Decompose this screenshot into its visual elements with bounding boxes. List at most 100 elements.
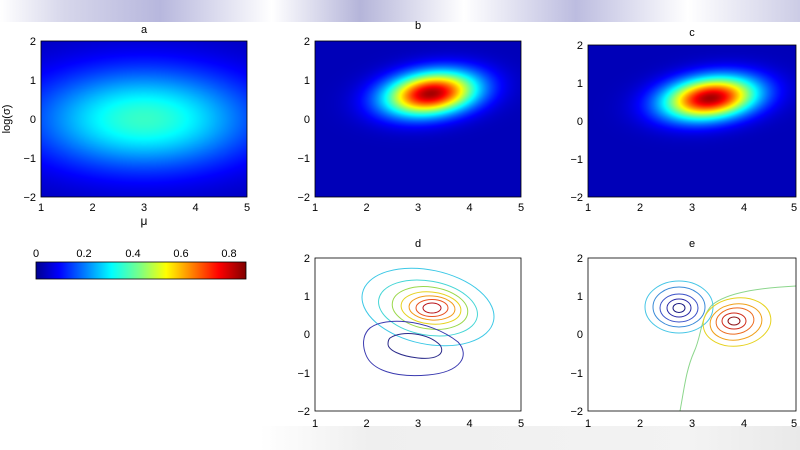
colorbar-tick-label: 0.8 (221, 248, 236, 260)
x-tick-label: 4 (192, 202, 198, 214)
contour-line (702, 297, 772, 347)
contour-line (672, 303, 686, 313)
top-decorative-band (0, 0, 800, 22)
y-tick-label: 2 (30, 36, 36, 48)
x-tick-label: 3 (141, 202, 147, 214)
x-tick-label: 5 (791, 418, 797, 430)
x-tick-label: 1 (312, 202, 318, 214)
x-tick-label: 2 (363, 418, 369, 430)
x-tick-label: 5 (244, 202, 250, 214)
y-tick-label: 0 (30, 114, 36, 126)
y-tick-label: 2 (577, 40, 583, 52)
contour-line (652, 286, 706, 328)
contour-line (391, 286, 469, 330)
y-tick-label: 1 (577, 291, 583, 303)
bottom-decorative-band (260, 426, 800, 450)
y-tick-label: 2 (304, 36, 310, 48)
panel-e-x-tick-labels: 1 2 3 4 5 (585, 418, 797, 430)
y-tick-label: 0 (577, 329, 583, 341)
x-tick-label: 1 (585, 418, 591, 430)
panel-d-y-tick-labels: 2 1 0 −1 −2 (297, 253, 310, 418)
x-tick-label: 3 (689, 418, 695, 430)
panel-b-x-tick-labels: 1 2 3 4 5 (312, 202, 524, 214)
panel-a-heatmap-image (41, 41, 247, 197)
x-tick-label: 1 (312, 418, 318, 430)
y-tick-label: 1 (304, 291, 310, 303)
panel-e: e 1 2 3 4 5 2 1 0 −1 −2 (570, 238, 797, 430)
colorbar-tick-label: 0.4 (125, 248, 140, 260)
x-tick-label: 4 (466, 202, 472, 214)
panel-c-y-tick-labels: 2 1 0 −1 −2 (570, 40, 583, 204)
x-tick-label: 5 (791, 202, 797, 214)
panel-d-title: d (415, 238, 421, 250)
contour-line (715, 307, 755, 335)
panel-c-title: c (689, 27, 695, 39)
panel-b-title: b (415, 20, 421, 32)
colorbar-tick-label: 0.2 (76, 248, 91, 260)
contour-line (666, 298, 692, 318)
panel-b-y-tick-labels: 2 1 0 −1 −2 (297, 36, 310, 204)
panel-d-contours (361, 267, 495, 377)
contour-line (659, 293, 699, 323)
panel-b: b 1 2 3 4 5 2 1 0 −1 −2 (297, 20, 524, 214)
panel-e-y-tick-labels: 2 1 0 −1 −2 (570, 253, 583, 418)
panel-a-x-axis-label: μ (141, 214, 148, 228)
contour-line (721, 312, 747, 330)
contour-line (363, 320, 464, 377)
panel-a-y-tick-labels: 2 1 0 −1 −2 (23, 36, 36, 204)
x-tick-label: 4 (741, 202, 747, 214)
contour-line (387, 333, 443, 359)
y-tick-label: −2 (23, 192, 36, 204)
y-tick-label: 0 (304, 114, 310, 126)
colorbar-gradient (35, 261, 247, 280)
x-tick-label: 5 (518, 202, 524, 214)
colorbar-tick-label: 0.6 (173, 248, 188, 260)
colorbar-tick-labels: 0 0.2 0.4 0.6 0.8 (33, 248, 237, 260)
panel-c: c 1 2 3 4 5 2 1 0 −1 −2 (570, 27, 797, 214)
panel-e-contours (644, 280, 796, 411)
y-tick-label: −2 (570, 406, 583, 418)
x-tick-label: 5 (518, 418, 524, 430)
panel-c-x-tick-labels: 1 2 3 4 5 (585, 202, 797, 214)
y-tick-label: 1 (30, 75, 36, 87)
panel-a: a 1 2 3 4 5 2 1 0 −1 −2 μ log(σ) (1, 24, 250, 228)
panel-a-y-axis-label: log(σ) (1, 105, 13, 134)
x-tick-label: 1 (38, 202, 44, 214)
x-tick-label: 2 (89, 202, 95, 214)
x-tick-label: 4 (741, 418, 747, 430)
x-tick-label: 3 (689, 202, 695, 214)
y-tick-label: −1 (23, 153, 36, 165)
contour-line (361, 267, 495, 347)
y-tick-label: −2 (297, 192, 310, 204)
y-tick-label: 0 (304, 329, 310, 341)
y-tick-label: −1 (570, 154, 583, 166)
colorbar-tick-label: 0 (33, 248, 39, 260)
y-tick-label: 2 (304, 253, 310, 265)
y-tick-label: 1 (577, 78, 583, 90)
panel-a-title: a (141, 24, 148, 36)
panel-d: d 1 2 3 4 5 2 1 0 −1 −2 (297, 238, 524, 430)
contour-line (415, 299, 449, 317)
x-tick-label: 2 (637, 202, 643, 214)
x-tick-label: 2 (363, 202, 369, 214)
y-tick-label: −1 (570, 368, 583, 380)
panel-e-title: e (689, 238, 695, 250)
contour-line (378, 279, 478, 337)
x-tick-label: 3 (415, 418, 421, 430)
x-tick-label: 2 (637, 418, 643, 430)
x-tick-label: 3 (415, 202, 421, 214)
y-tick-label: 1 (304, 75, 310, 87)
contour-line (727, 316, 741, 326)
panel-c-heatmap-image (588, 45, 796, 197)
contour-line (422, 302, 442, 314)
panel-d-x-tick-labels: 1 2 3 4 5 (312, 418, 524, 430)
colorbar: 0 0.2 0.4 0.6 0.8 (33, 248, 247, 280)
y-tick-label: −1 (297, 153, 310, 165)
x-tick-label: 4 (466, 418, 472, 430)
y-tick-label: 0 (577, 116, 583, 128)
y-tick-label: −2 (570, 192, 583, 204)
x-tick-label: 1 (585, 202, 591, 214)
contour-line (408, 295, 456, 321)
contour-line (400, 291, 462, 325)
